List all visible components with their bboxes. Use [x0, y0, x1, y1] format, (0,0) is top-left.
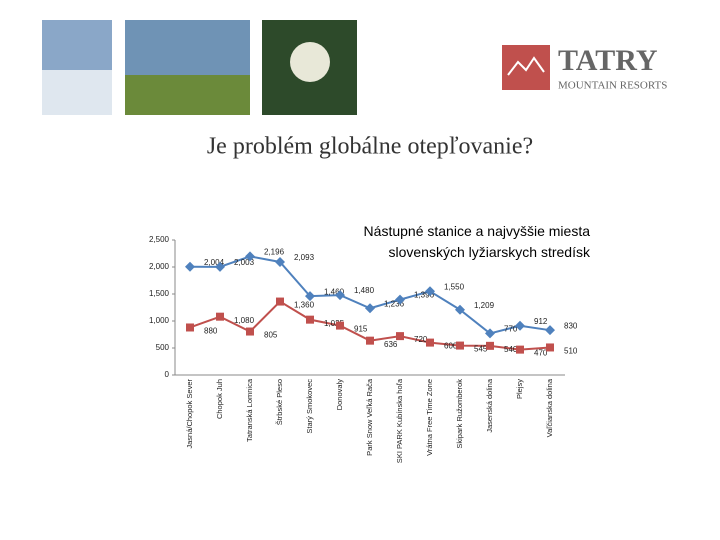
marker: [186, 323, 194, 332]
y-tick-label: 1,000: [149, 316, 170, 325]
data-label: 1,360: [294, 301, 315, 310]
marker: [335, 290, 345, 301]
data-label: 1,236: [384, 299, 405, 308]
y-tick-label: 2,500: [149, 235, 170, 244]
marker: [426, 338, 434, 347]
x-tick-label: Starý Smokovec: [305, 379, 314, 434]
marker: [306, 315, 314, 324]
x-tick-label: SKI PARK Kubínska hoľa: [395, 378, 404, 463]
data-label: 915: [354, 325, 368, 334]
marker: [395, 294, 405, 305]
data-label: 540: [504, 345, 518, 354]
photo-snow: [42, 70, 112, 115]
slide-title: Je problém globálne otepľovanie?: [207, 134, 533, 160]
photo-grass: [125, 75, 250, 115]
y-tick-label: 2,000: [149, 262, 170, 271]
x-tick-label: Štrbské Pleso: [275, 379, 284, 425]
data-label: 1,550: [444, 282, 465, 291]
data-label: 1,396: [414, 291, 435, 300]
x-tick-label: Plejsy: [515, 379, 524, 399]
x-tick-label: Tatranská Lomnica: [245, 378, 254, 442]
logo-mountains: [507, 56, 545, 76]
data-label: 912: [534, 317, 548, 326]
data-label: 720: [414, 335, 428, 344]
chart: Nástupné stanice a najvyššie miesta slove…: [149, 223, 591, 463]
marker: [485, 328, 495, 339]
marker: [215, 261, 225, 272]
data-label: 2,003: [234, 258, 255, 267]
data-label: 2,196: [264, 248, 285, 257]
marker: [425, 286, 435, 297]
data-label: 470: [534, 349, 548, 358]
marker: [336, 321, 344, 330]
x-tick-label: Donovaly: [335, 379, 344, 411]
marker: [455, 304, 465, 315]
data-label: 805: [264, 331, 278, 340]
marker: [216, 312, 224, 321]
marker: [546, 343, 554, 352]
x-tick-label: Vrátna Free Time Zone: [425, 379, 434, 456]
photo-flower: [290, 42, 330, 82]
marker: [305, 291, 315, 302]
logo-box: [502, 45, 550, 90]
data-label: 1,480: [354, 286, 375, 295]
x-tick-label: Vaľčianska dolina: [545, 378, 554, 437]
data-label: 2,093: [294, 253, 315, 262]
y-tick-label: 0: [165, 370, 170, 379]
marker: [246, 327, 254, 336]
data-label: 1,080: [234, 316, 255, 325]
logo: TATRY MOUNTAIN RESORTS: [502, 44, 667, 92]
data-label: 600: [444, 342, 458, 351]
marker: [365, 303, 375, 314]
marker: [396, 332, 404, 341]
marker: [275, 256, 285, 267]
x-tick-label: Jasenská dolina: [485, 378, 494, 433]
marker: [456, 341, 464, 350]
marker: [276, 297, 284, 306]
data-label: 1,209: [474, 301, 495, 310]
data-label: 1,460: [324, 287, 345, 296]
marker: [486, 341, 494, 350]
data-label: 880: [204, 327, 218, 336]
logo-sub: MOUNTAIN RESORTS: [558, 80, 667, 92]
chart-title: Nástupné stanice a najvyššie miesta slove…: [364, 223, 591, 260]
data-label: 545: [474, 345, 488, 354]
marker: [545, 325, 555, 336]
x-tick-label: Jasná/Chopok Sever: [185, 378, 194, 448]
data-label: 636: [384, 340, 398, 349]
y-tick-label: 500: [156, 343, 170, 352]
x-tick-label: Skipark Ružomberok: [455, 379, 464, 449]
marker: [366, 336, 374, 345]
marker: [185, 261, 195, 272]
marker: [516, 345, 524, 354]
data-label: 510: [564, 347, 578, 356]
data-label: 770: [504, 325, 518, 334]
x-tick-label: Chopok Juh: [215, 379, 224, 419]
y-tick-label: 1,500: [149, 289, 170, 298]
logo-name: TATRY: [558, 44, 658, 77]
chart-title-line: Nástupné stanice a najvyššie miesta: [364, 223, 591, 239]
marker: [515, 320, 525, 331]
photos: [42, 20, 357, 115]
data-label: 1,025: [324, 319, 345, 328]
data-label: 2,004: [204, 258, 225, 267]
x-tick-label: Park Snow Veľká Rača: [365, 378, 374, 456]
chart-title-line: slovenských lyžiarskych stredísk: [388, 244, 591, 260]
data-label: 830: [564, 321, 578, 330]
marker: [245, 251, 255, 262]
